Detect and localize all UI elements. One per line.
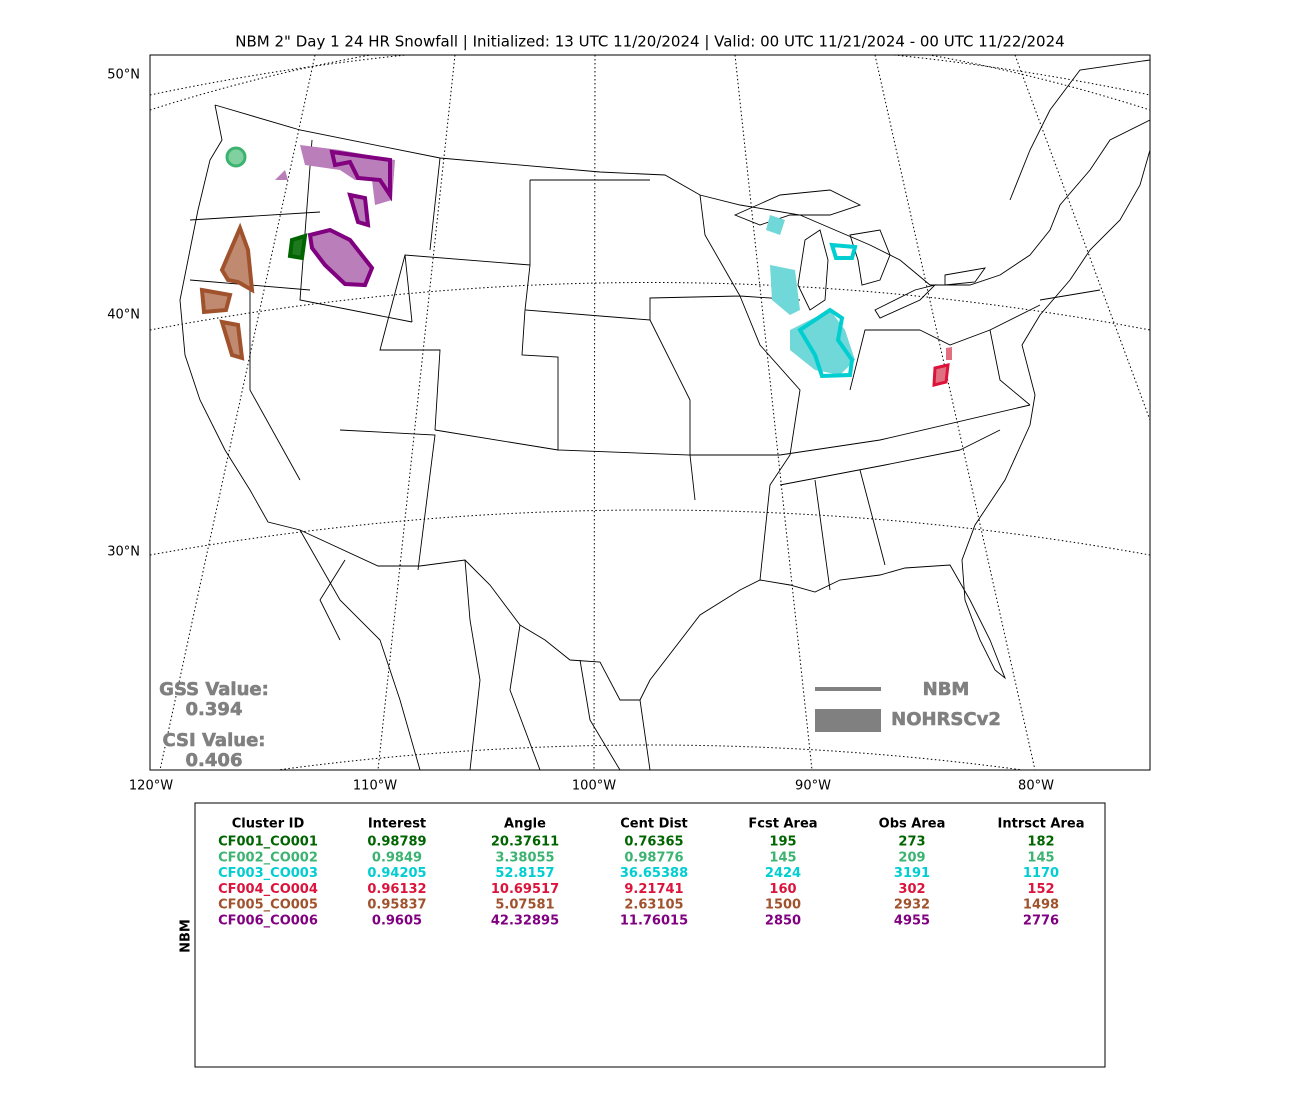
table-cell: 0.96132 [367,882,426,897]
table-cell: 1170 [1023,866,1059,881]
fcst-cluster [797,242,858,379]
csi-value: 0.406 [186,750,243,771]
table-cell: 11.76015 [620,914,688,929]
lake-huron [849,229,891,286]
table-cell: CF002_CO002 [218,850,318,865]
lake-ontario [944,267,987,286]
table-cell: 145 [1027,850,1054,865]
legend-patch [815,709,881,732]
table-cell: 2.63105 [624,898,683,913]
table-cell: 0.76365 [624,835,683,850]
legend-label: NOHRSCv2 [891,709,1001,730]
table-cell: CF006_CO006 [218,914,318,929]
map-body [150,55,1150,770]
csi-label: CSI Value: [163,730,266,751]
table-cell: 3191 [894,866,930,881]
lon-label: 100°W [572,779,616,794]
state-line [189,139,1101,591]
coastline [179,104,1150,701]
row-label: NBM [179,919,194,953]
table-header: Angle [504,817,546,832]
table-cell: CF003_CO003 [218,866,318,881]
table-cell: 42.32895 [491,914,559,929]
table-header: Cent Dist [620,817,688,832]
table-cell: 36.65388 [620,866,688,881]
lake-michigan [797,229,829,311]
table-header: Intrsct Area [998,817,1085,832]
table-cell: 2932 [894,898,930,913]
legend-label: NBM [923,679,970,700]
parallel [150,509,1150,556]
table-cell: 4955 [894,914,930,929]
table-cell: 1500 [765,898,801,913]
table-cell: 10.69517 [491,882,559,897]
table-cell: 0.98789 [367,835,426,850]
meridian [874,55,1036,770]
table-header: Fcst Area [748,817,817,832]
table-cell: 2850 [765,914,801,929]
table-cell: 302 [898,882,925,897]
table-cell: 5.07581 [495,898,554,913]
lon-label: 110°W [353,779,397,794]
table-cell: 1498 [1023,898,1059,913]
table-cell: 9.21741 [624,882,683,897]
table-cell: 0.94205 [367,866,426,881]
table-cell: 3.38055 [495,850,554,865]
lake-superior [733,189,862,226]
table: Cluster ID Interest Angle Cent Dist Fcst Are… [218,817,1084,929]
lon-label: 120°W [129,779,173,794]
table-cell: 52.8157 [495,866,554,881]
table-cell: 2776 [1023,914,1059,929]
lat-label: 50°N [107,68,140,83]
fcst-cluster [307,227,375,288]
meridian [593,55,596,770]
table-cell: 195 [769,835,796,850]
gss-label: GSS Value: [159,679,269,700]
fcst-cluster [287,233,308,261]
table-cell: 2424 [765,866,801,881]
table-frame [194,802,1106,1068]
table-cell: 0.98776 [624,850,683,865]
table-cell: 209 [898,850,925,865]
table-cell: CF001_CO001 [218,835,318,850]
table-cell: CF005_CO005 [218,898,318,913]
table-cell: 182 [1027,835,1054,850]
table-cell: 273 [898,835,925,850]
lat-label: 30°N [107,545,140,560]
fcst-cluster [329,149,392,228]
table-cell: 0.9849 [372,850,422,865]
obs-cluster [946,347,952,360]
table-cell: 145 [769,850,796,865]
table-cell: 160 [769,882,796,897]
fcst-cluster [932,363,950,387]
north-border [214,104,1150,286]
table-cell: CF004_CO004 [218,882,318,897]
gss-value: 0.394 [186,699,243,720]
lon-label: 80°W [1018,779,1054,794]
lon-label: 90°W [795,779,831,794]
fcst-cluster [199,222,255,361]
table-header: Cluster ID [232,817,305,832]
meridian [734,55,813,770]
mexico-lines [299,529,651,770]
parallel [150,55,1150,111]
lake-erie [874,284,937,319]
lat-label: 40°N [107,308,140,323]
parallel [150,55,1150,96]
meridian [1014,55,1150,421]
south-border [1009,59,1150,201]
obs-cluster [766,215,855,375]
table-cell: 152 [1027,882,1054,897]
table-cell: 0.95837 [367,898,426,913]
table-header: Obs Area [879,817,946,832]
title: NBM 2" Day 1 24 HR Snowfall | Initialize… [235,33,1064,51]
table-header: Interest [368,817,426,832]
map-frame [149,54,1151,771]
table-cell: 0.9605 [372,914,422,929]
fcst-cluster [225,146,247,168]
table-cell: 20.37611 [491,835,559,850]
